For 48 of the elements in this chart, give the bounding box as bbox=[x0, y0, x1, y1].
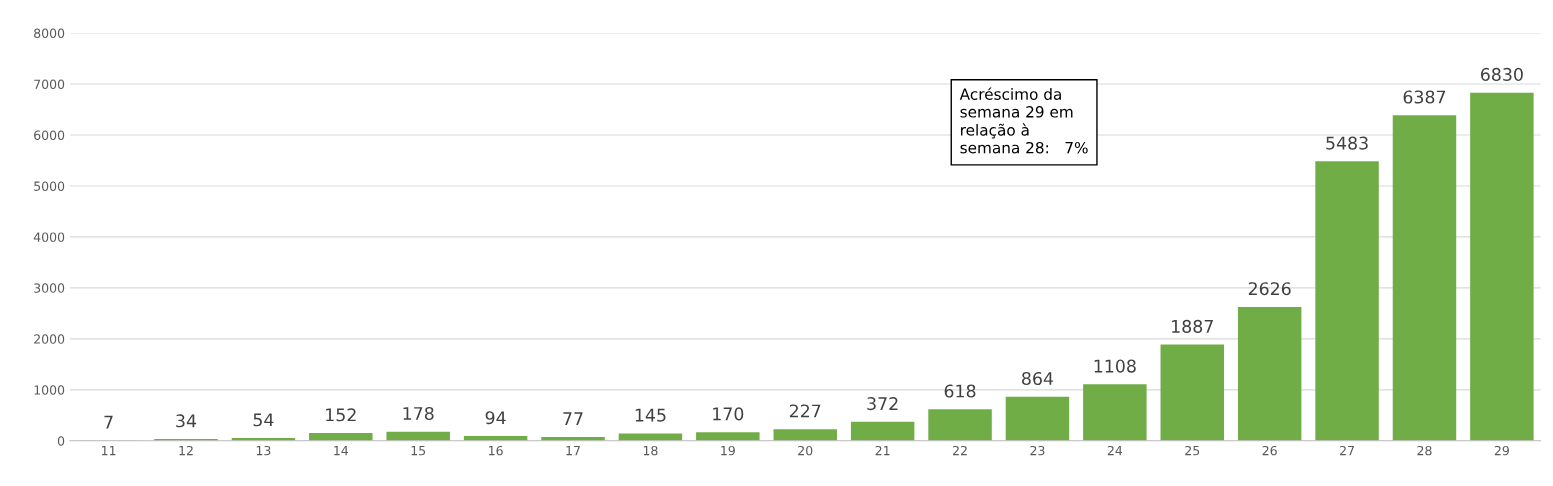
data-label: 5483 bbox=[1326, 136, 1368, 150]
y-tick-label: 4000 bbox=[33, 232, 65, 242]
x-tick-label: 25 bbox=[1185, 445, 1200, 456]
y-tick-label: 2000 bbox=[34, 334, 65, 344]
data-label: 54 bbox=[253, 413, 274, 427]
data-label: 152 bbox=[326, 408, 356, 422]
y-tick-label: 8000 bbox=[34, 28, 65, 38]
x-tick-label: 19 bbox=[721, 445, 735, 456]
x-tick-label: 29 bbox=[1494, 445, 1509, 456]
data-label: 6387 bbox=[1403, 90, 1446, 104]
data-label: 1108 bbox=[1094, 359, 1136, 373]
x-tick-label: 20 bbox=[798, 445, 813, 456]
x-tick-label: 23 bbox=[1030, 445, 1045, 456]
data-label: 77 bbox=[563, 412, 583, 425]
annotation: Acréscimo da semana 29 em relação à semana 28: 7% bbox=[959, 87, 1088, 154]
data-label: 227 bbox=[789, 404, 821, 418]
x-tick-label: 16 bbox=[489, 445, 503, 456]
x-tick-label: 15 bbox=[411, 446, 426, 456]
data-label: 94 bbox=[485, 411, 506, 425]
data-label: 7 bbox=[104, 415, 113, 429]
data-label: 145 bbox=[635, 408, 666, 422]
x-tick-label: 26 bbox=[1262, 445, 1277, 456]
data-label: 6830 bbox=[1480, 67, 1523, 81]
x-tick-label: 24 bbox=[1107, 445, 1123, 456]
data-label: 1887 bbox=[1172, 319, 1213, 333]
data-label: 618 bbox=[944, 384, 976, 398]
data-label: 34 bbox=[176, 414, 197, 428]
y-tick-label: 7000 bbox=[34, 79, 65, 89]
y-tick-label: 3000 bbox=[34, 283, 65, 293]
x-tick-label: 12 bbox=[179, 445, 193, 456]
data-label: 864 bbox=[1022, 371, 1054, 386]
x-tick-label: 17 bbox=[566, 446, 580, 456]
x-tick-label: 18 bbox=[643, 445, 658, 456]
x-tick-label: 14 bbox=[334, 446, 349, 456]
data-label: 2626 bbox=[1248, 282, 1291, 296]
data-label: 178 bbox=[403, 406, 434, 421]
x-tick-label: 22 bbox=[953, 445, 967, 456]
data-label: 372 bbox=[867, 397, 898, 411]
x-tick-label: 11 bbox=[102, 446, 116, 456]
y-tick-label: 1000 bbox=[34, 385, 65, 395]
data-label: 170 bbox=[713, 407, 744, 421]
x-tick-label: 21 bbox=[875, 445, 890, 456]
y-tick-label: 6000 bbox=[34, 130, 65, 140]
x-tick-label: 27 bbox=[1340, 445, 1354, 456]
x-tick-label: 28 bbox=[1417, 445, 1432, 456]
y-tick-label: 5000 bbox=[34, 181, 65, 191]
x-tick-label: 13 bbox=[256, 445, 271, 456]
y-tick-label: 0 bbox=[57, 436, 65, 446]
